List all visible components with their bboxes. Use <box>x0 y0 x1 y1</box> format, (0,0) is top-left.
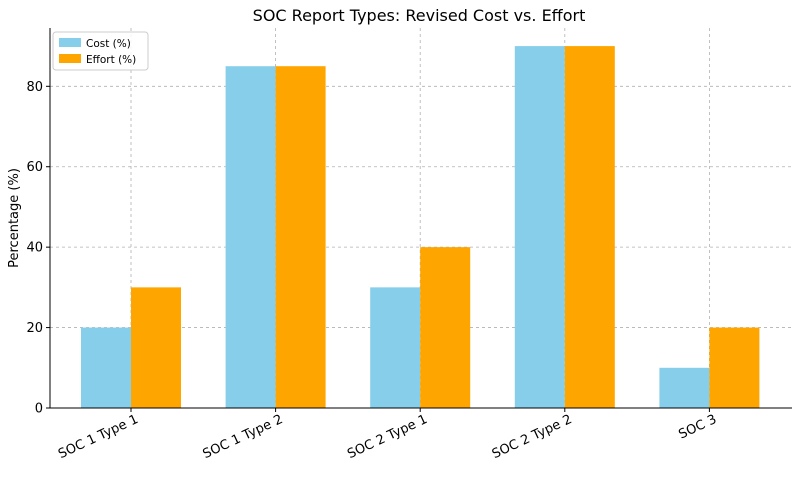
bar-effort-3 <box>564 46 615 408</box>
x-tick-label: SOC 2 Type 1 <box>345 412 430 462</box>
legend-label-effort: Effort (%) <box>86 54 136 66</box>
bar-cost-1 <box>225 66 276 409</box>
bar-effort-4 <box>709 327 760 408</box>
bar-cost-3 <box>514 46 565 408</box>
bar-effort-1 <box>275 66 326 409</box>
bar-cost-2 <box>370 287 421 408</box>
bar-cost-0 <box>81 327 131 408</box>
bar-effort-2 <box>420 247 471 408</box>
y-tick-label: 0 <box>35 402 43 417</box>
axes <box>46 28 792 412</box>
bar-cost-4 <box>659 367 710 408</box>
y-tick-label: 20 <box>26 321 43 336</box>
y-tick-label: 40 <box>26 241 43 256</box>
y-tick-label: 80 <box>26 80 43 95</box>
bar-effort-0 <box>131 287 181 408</box>
x-tick-label: SOC 3 <box>677 412 720 442</box>
gridlines <box>50 28 792 408</box>
legend-swatch-cost <box>59 38 81 47</box>
y-axis-label: Percentage (%) <box>7 168 22 268</box>
x-tick-label: SOC 1 Type 1 <box>56 412 141 462</box>
y-tick-label: 60 <box>26 160 43 175</box>
chart-title: SOC Report Types: Revised Cost vs. Effor… <box>253 6 586 25</box>
legend-swatch-effort <box>59 54 81 63</box>
legend: Cost (%) Effort (%) <box>52 31 149 71</box>
bars <box>81 46 760 409</box>
x-tick-label: SOC 1 Type 2 <box>201 412 286 462</box>
x-tick-label: SOC 2 Type 2 <box>490 412 575 462</box>
legend-label-cost: Cost (%) <box>86 38 131 50</box>
